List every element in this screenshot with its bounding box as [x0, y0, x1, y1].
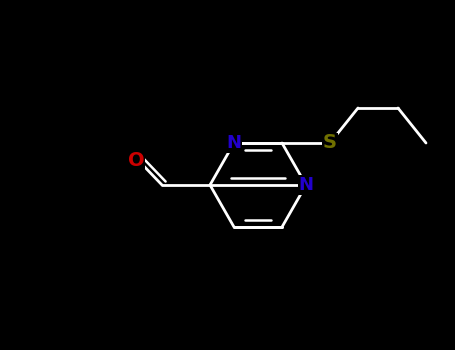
- Text: N: N: [227, 134, 242, 152]
- Text: N: N: [298, 176, 313, 194]
- Text: S: S: [323, 133, 337, 153]
- Text: O: O: [128, 150, 144, 169]
